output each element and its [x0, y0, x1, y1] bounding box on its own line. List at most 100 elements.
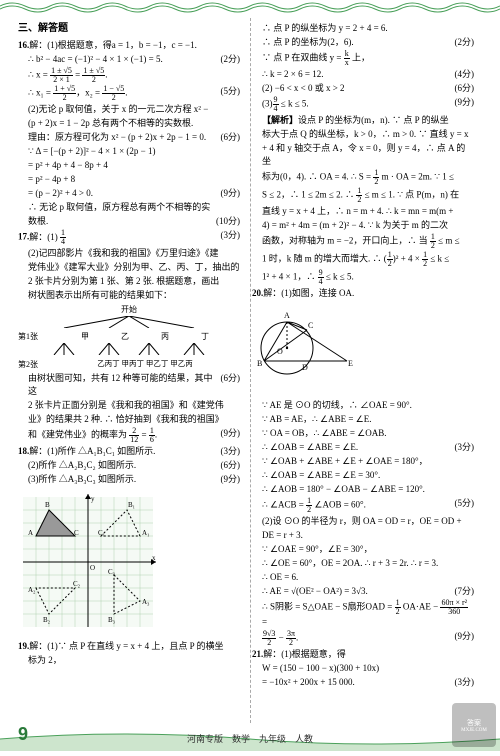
q16-l11: = (p − 2)² + 4 > 0.(9分): [18, 187, 240, 200]
svg-text:C: C: [308, 321, 313, 330]
r-a6: 直线 y = x + 4 上，∴ n = m + 4. ∴ k = mn = m…: [252, 205, 474, 218]
svg-text:A₂: A₂: [28, 586, 36, 594]
svg-text:B: B: [45, 501, 50, 509]
r-l2: ∴ 点 P 的坐标为(2，6).(2分): [252, 36, 474, 49]
r-a2: 标大于点 Q 的纵坐标，k > 0，∴ m > 0. ∵ 直线 y = x: [252, 128, 474, 141]
q16-l8: ∵ Δ = [−(p + 2)]² − 4 × 1 × (2p − 1): [18, 145, 240, 158]
r-l6: (3)94 ≤ k ≤ 5.(9分): [252, 96, 474, 113]
q17-l2: (2)记四部影片《我和我的祖国》《万里归途》《建: [18, 247, 240, 260]
svg-text:C₂: C₂: [73, 580, 81, 588]
svg-text:B: B: [257, 359, 262, 368]
q18-l2: (2)所作 △A₂B₂C₂ 如图所示.(6分): [18, 459, 240, 472]
section-title: 三、解答题: [18, 22, 240, 37]
q20-c7: ∴ ∠AOB = 180° − ∠OAB − ∠ABE = 120°.: [252, 483, 474, 496]
svg-text:A₃: A₃: [142, 598, 150, 606]
q16-l4: ∴ x₁ = 1 + √52，x₂ = 1 − √52.(5分): [18, 85, 240, 102]
svg-text:C: C: [74, 529, 79, 537]
q16-num: 16.: [18, 40, 29, 50]
tree-diagram: 开始 第1张甲乙丙丁 第2张乙丙丁 甲丙丁 甲乙丁 甲乙丙: [18, 304, 240, 370]
q17-l5: 树状图表示出所有可能的结果如下：: [18, 289, 240, 302]
q16-l9: = p² + 4p + 4 − 8p + 4: [18, 159, 240, 172]
q20-c5: ∵ ∠OAB + ∠ABE + ∠E + ∠OAE = 180°，: [252, 455, 474, 468]
column-divider: [250, 18, 251, 723]
q20-num: 20.: [252, 288, 263, 298]
q19-l2: 标为 2，: [18, 654, 240, 667]
q20-c9: (2)设 ⊙O 的半径为 r，则 OA = OD = r，OE = OD +: [252, 515, 474, 528]
svg-text:B₂: B₂: [43, 616, 51, 624]
left-column: 三、解答题 16.解：(1)根据题意，得a = 1，b = −1，c = −1.…: [18, 22, 246, 723]
q17-pts1: (3分): [221, 229, 241, 242]
q20-c2: ∵ AB = AE，∴ ∠ABE = ∠E.: [252, 413, 474, 426]
q20-c14: ∴ AE = √(OE² − OA²) = 3√3.(7分): [252, 585, 474, 598]
r-l5: (2) −6 < x < 0 或 x > 2(6分): [252, 82, 474, 95]
q20-c11: ∵ ∠OAE = 90°，∠E = 30°，: [252, 543, 474, 556]
q17-l3: 党伟业》《建军大业》分别为甲、乙、丙、丁，抽出的: [18, 261, 240, 274]
r-a8: 函数，对称轴为 m = −2，开口向上，∴ 当 12 ≤ m ≤: [252, 233, 474, 250]
q20-c1: ∵ AE 是 ⊙O 的切线，∴ ∠OAE = 90°.: [252, 399, 474, 412]
q16-l1: 解：(1)根据题意，得a = 1，b = −1，c = −1.: [29, 40, 197, 50]
circle-figure: A B C D E O: [252, 306, 362, 391]
svg-text:C₁: C₁: [98, 529, 105, 537]
q21-l1: 解：(1)根据题意，得: [263, 649, 346, 659]
svg-text:y: y: [91, 495, 95, 503]
analysis: 【解析】设点 P 的坐标为(m，n). ∵ 点 P 的纵坐: [252, 114, 474, 127]
q17-l6: 由树状图可知，共有 12 种等可能的结果，其中这: [18, 372, 240, 398]
svg-text:B₁: B₁: [128, 501, 135, 509]
watermark: 答案MXJE.COM: [452, 703, 496, 747]
q16-l2: ∴ b² − 4ac = (−1)² − 4 × 1 × (−1) = 5.: [28, 54, 163, 64]
q17-l1: 解：(1) 14: [29, 232, 66, 242]
grid-figure: ABC A₁B₁C₁ A₂B₂C₂ B₃A₃C₃ Oxy: [18, 492, 158, 632]
r-a10: 1² + 4 × 1，∴ 94 ≤ k ≤ 5.: [252, 269, 474, 286]
q20-c15: ∴ S阴影 = S△OAE − S扇形OAD = 12 OA·AE − 60π …: [252, 599, 474, 629]
q16-l12: ∴ 无论 p 取何值，原方程总有两个不相等的实: [18, 201, 240, 214]
q18-pts1: (3分): [221, 445, 241, 458]
q19-num: 19.: [18, 641, 29, 651]
q20-c3: ∵ OA = OB，∴ ∠ABE = ∠OAB.: [252, 427, 474, 440]
r-a3: + 4 和 y 轴交于点 A，令 x = 0，则 y = 4，∴ 点 A 的坐: [252, 142, 474, 168]
q16-pts1: (2分): [221, 53, 241, 66]
q19-l1: 解：(1)∵ 点 P 在直线 y = x + 4 上，且点 P 的横坐: [29, 641, 223, 651]
q20-c10: DE = r + 3.: [252, 529, 474, 542]
q17-l8: 业》的结果共 2 种. ∴ 恰好抽到《我和我的祖国》: [18, 413, 240, 426]
q17-l7: 2 张卡片正面分别是《我和我的祖国》和《建党伟: [18, 399, 240, 412]
q20-c13: ∴ OE = 6.: [252, 571, 474, 584]
content: 三、解答题 16.解：(1)根据题意，得a = 1，b = −1，c = −1.…: [0, 18, 500, 723]
q16-l10: = p² − 4p + 8: [18, 173, 240, 186]
q17-pts2: (6分): [221, 372, 241, 385]
q16-l7: 理由：原方程可化为 x² − (p + 2)x + 2p − 1 = 0.(6分…: [18, 131, 240, 144]
q17-num: 17.: [18, 232, 29, 242]
r-a4: 标为(0，4). ∴ OA = 4. ∴ S = 12 m · OA = 2m.…: [252, 169, 474, 186]
q20-c12: ∴ ∠OE = 60°，OE = 2OA. ∴ r + 3 = 2r. ∴ r …: [252, 557, 474, 570]
q21-num: 21.: [252, 649, 263, 659]
q20-c8: ∴ ∠ACB = 12 ∠AOB = 60°.(5分): [252, 497, 474, 514]
r-a5: S ≤ 2，∴ 1 ≤ 2m ≤ 2. ∴ 12 ≤ m ≤ 1. ∵ 点 P(…: [252, 187, 474, 204]
q16-l3: ∴ x = 1 ± √52 × 1 = 1 ± √52.: [18, 67, 240, 84]
right-column: ∴ 点 P 的纵坐标为 y = 2 + 4 = 6. ∴ 点 P 的坐标为(2，…: [246, 22, 474, 723]
q20-c4: ∴ ∠OAB = ∠ABE = ∠E.(3分): [252, 441, 474, 454]
q17-l9: 和《建党伟业》的概率为 212 = 16.(9分): [18, 427, 240, 444]
svg-text:A: A: [28, 529, 33, 537]
svg-text:D: D: [302, 363, 308, 372]
footer: 9 河南专版 数学 九年级 人教: [0, 721, 500, 751]
q18-l1: 解：(1)所作 △A₁B₁C₁ 如图所示.: [29, 446, 155, 456]
q18-l3: (3)所作 △A₃B₃C₃ 如图所示.(9分): [18, 473, 240, 486]
r-l1: ∴ 点 P 的纵坐标为 y = 2 + 4 = 6.: [252, 22, 474, 35]
q17-l4: 2 张卡片分别为第 1 张、第 2 张. 根据题意，画出: [18, 275, 240, 288]
svg-text:A₁: A₁: [142, 529, 150, 537]
footer-text: 河南专版 数学 九年级 人教: [0, 732, 500, 745]
r-l3: ∵ 点 P 在双曲线 y = kx 上，: [252, 50, 474, 67]
q20-c16: 9√32 − 3π2.(9分): [252, 630, 474, 647]
r-a9: 1 时，k 随 m 的增大而增大. ∴ (12)² + 4 × 12 ≤ k ≤: [252, 251, 474, 268]
svg-text:x: x: [152, 554, 156, 562]
svg-text:A: A: [284, 311, 290, 320]
svg-text:B₃: B₃: [108, 616, 116, 624]
q21-l3: = −10x² + 200x + 15 000.(3分): [252, 676, 474, 689]
q16-l13: 数根.(10分): [18, 215, 240, 228]
svg-text:O: O: [90, 564, 95, 572]
q20-c6: ∴ ∠OAB = ∠ABE = ∠E = 30°.: [252, 469, 474, 482]
svg-text:E: E: [348, 359, 353, 368]
q16-l6: (p + 2)x = 1 − 2p 总有两个不相等的实数根.: [18, 117, 240, 130]
svg-text:O: O: [277, 347, 283, 356]
q18-num: 18.: [18, 446, 29, 456]
q21-l2: W = (150 − 100 − x)(300 + 10x): [252, 662, 474, 675]
